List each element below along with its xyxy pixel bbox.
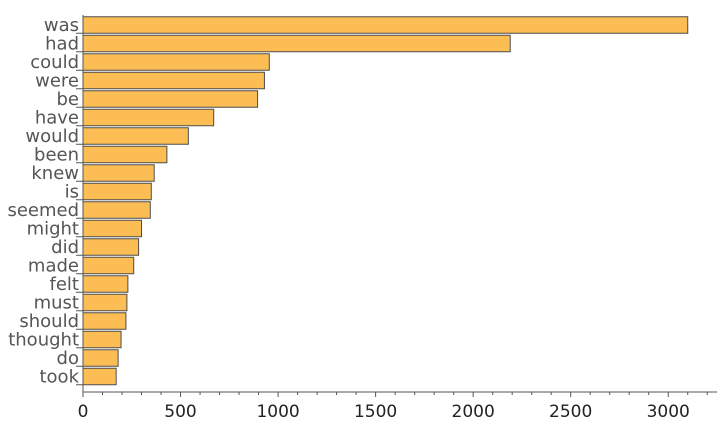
- category-label-was: was: [44, 15, 79, 36]
- bar-might: [82, 219, 143, 238]
- bar-should: [82, 312, 127, 330]
- category-label-would: would: [25, 126, 79, 147]
- bar-was: [82, 16, 689, 34]
- x-tick-label: 1500: [354, 402, 397, 422]
- bar-be: [82, 90, 259, 108]
- x-tick-label: 2500: [549, 402, 592, 422]
- bar-been: [82, 145, 168, 164]
- category-label-should: should: [19, 311, 79, 332]
- bar-do: [82, 349, 119, 367]
- category-label-could: could: [30, 52, 79, 73]
- x-tick-label: 3000: [647, 402, 690, 422]
- category-label-felt: felt: [50, 274, 79, 295]
- bars-group: [82, 16, 689, 386]
- bar-seemed: [82, 201, 151, 219]
- category-label-made: made: [28, 256, 79, 277]
- bar-could: [82, 53, 270, 71]
- category-label-took: took: [39, 367, 79, 388]
- x-tick-label: 0: [78, 402, 89, 422]
- category-label-is: is: [65, 182, 79, 203]
- category-label-did: did: [51, 237, 79, 258]
- category-label-must: must: [34, 293, 79, 314]
- category-label-were: were: [35, 71, 79, 92]
- bar-felt: [82, 275, 129, 293]
- category-label-be: be: [57, 89, 80, 110]
- x-tick-label: 1000: [256, 402, 299, 422]
- category-label-thought: thought: [8, 330, 79, 351]
- x-ticks: 0 500 1000 1500 2000 2500 3000: [78, 392, 708, 422]
- category-label-been: been: [34, 145, 79, 166]
- bar-is: [82, 182, 152, 201]
- category-label-seemed: seemed: [7, 200, 79, 221]
- category-label-might: might: [27, 219, 79, 240]
- bar-were: [82, 71, 265, 90]
- x-tick-label: 500: [164, 402, 196, 422]
- bar-made: [82, 256, 135, 275]
- bar-must: [82, 293, 128, 312]
- bar-took: [82, 367, 117, 386]
- bar-have: [82, 108, 215, 127]
- category-label-do: do: [57, 348, 79, 369]
- bar-would: [82, 127, 189, 145]
- bar-had: [82, 34, 511, 53]
- category-label-had: had: [45, 34, 79, 55]
- bar-knew: [82, 164, 155, 182]
- bar-thought: [82, 330, 122, 349]
- category-labels: washadcouldwerebehavewouldbeenknewisseem…: [7, 15, 83, 388]
- bar-did: [82, 238, 140, 256]
- category-label-knew: knew: [31, 163, 79, 184]
- category-label-have: have: [35, 108, 79, 129]
- x-tick-label: 2000: [452, 402, 495, 422]
